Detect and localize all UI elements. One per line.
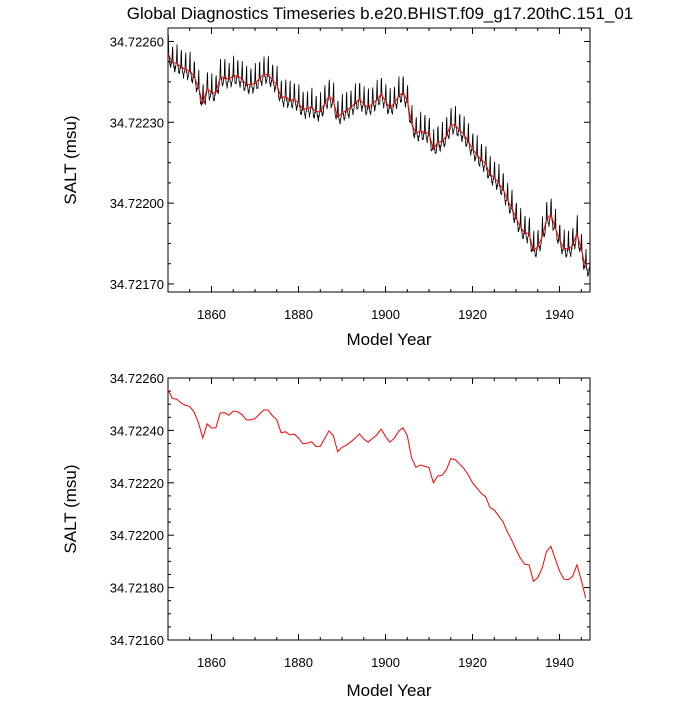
y-tick-label: 34.72260 xyxy=(110,371,164,386)
y-tick-label: 34.72240 xyxy=(110,423,164,438)
y-tick-label: 34.72220 xyxy=(110,476,164,491)
x-axis-label: Model Year xyxy=(346,330,431,349)
x-tick-label: 1900 xyxy=(371,655,400,670)
plot-frame-1 xyxy=(167,27,591,293)
x-tick-label: 1920 xyxy=(458,307,487,322)
x-tick-label: 1880 xyxy=(284,307,313,322)
y-tick-label: 34.72180 xyxy=(110,581,164,596)
x-axis-label: Model Year xyxy=(346,681,431,700)
y-tick-label: 34.72200 xyxy=(110,196,164,211)
x-tick-label: 1880 xyxy=(284,655,313,670)
x-tick-label: 1940 xyxy=(545,655,574,670)
x-tick-label: 1860 xyxy=(197,307,226,322)
y-axis-label: SALT (msu) xyxy=(61,115,80,204)
plot-frame-2 xyxy=(167,377,591,641)
x-tick-label: 1920 xyxy=(458,655,487,670)
figure-title: Global Diagnostics Timeseries b.e20.BHIS… xyxy=(127,4,634,23)
y-tick-label: 34.72200 xyxy=(110,528,164,543)
y-tick-label: 34.72260 xyxy=(110,34,164,49)
x-tick-label: 1900 xyxy=(371,307,400,322)
x-tick-label: 1940 xyxy=(545,307,574,322)
x-tick-label: 1860 xyxy=(197,655,226,670)
monthly-series-line xyxy=(168,34,590,277)
y-tick-label: 34.72160 xyxy=(110,633,164,648)
y-tick-label: 34.72170 xyxy=(110,277,164,292)
annual-mean-series-line xyxy=(168,53,587,268)
annual-mean-series-line xyxy=(168,389,587,598)
y-axis-label: SALT (msu) xyxy=(61,464,80,553)
y-tick-label: 34.72230 xyxy=(110,115,164,130)
